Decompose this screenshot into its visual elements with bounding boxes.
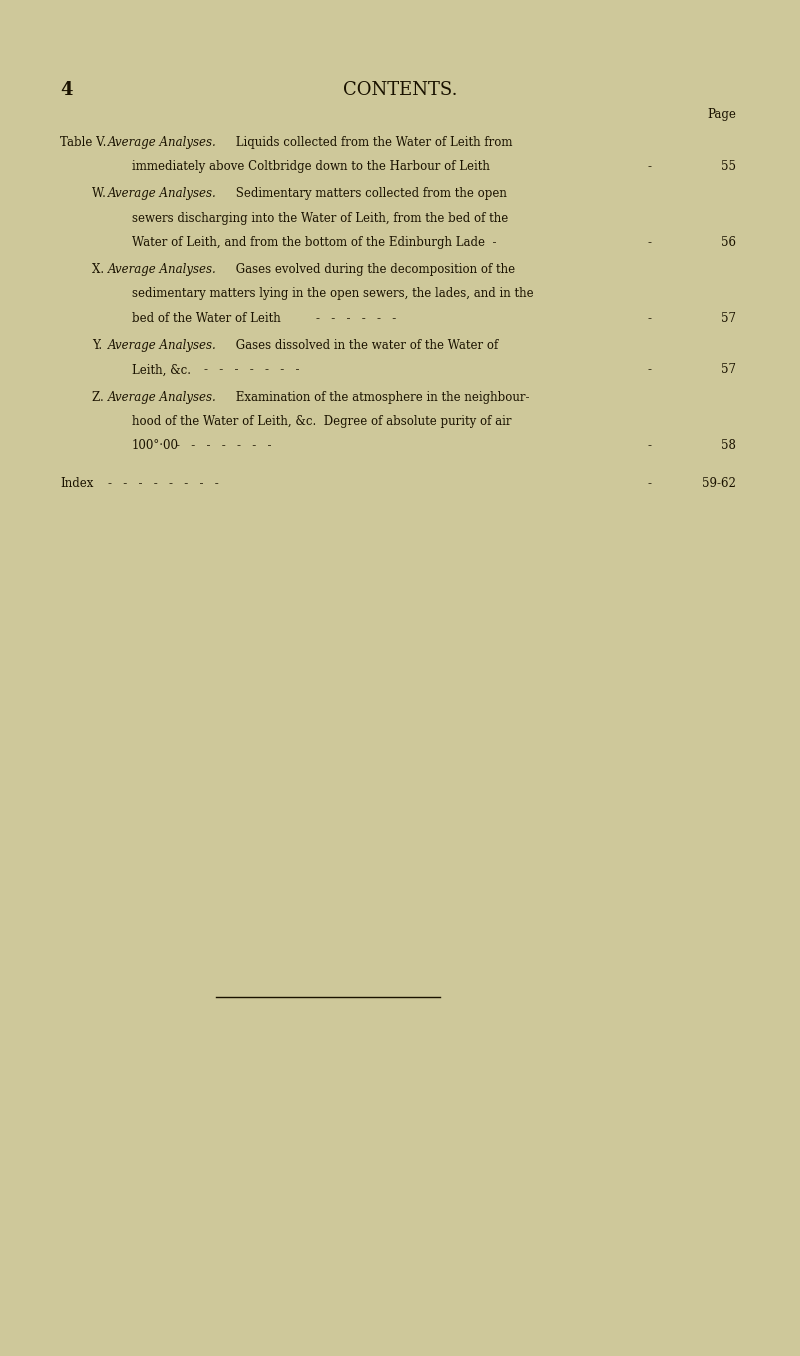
Text: Gases dissolved in the water of the Water of: Gases dissolved in the water of the Wate… [232, 339, 498, 353]
Text: 4: 4 [60, 81, 73, 99]
Text: Leith, &c.: Leith, &c. [132, 363, 191, 377]
Text: Average Analyses.: Average Analyses. [108, 391, 217, 404]
Text: Z.: Z. [92, 391, 107, 404]
Text: hood of the Water of Leith, &c.  Degree of absolute purity of air: hood of the Water of Leith, &c. Degree o… [132, 415, 511, 428]
Text: Average Analyses.: Average Analyses. [108, 136, 217, 149]
Text: -   -   -   -   -   -: - - - - - - [316, 312, 396, 325]
Text: -   -   -   -   -   -   -   -: - - - - - - - - [108, 477, 218, 491]
Text: Water of Leith, and from the bottom of the Edinburgh Lade  -: Water of Leith, and from the bottom of t… [132, 236, 497, 250]
Text: CONTENTS.: CONTENTS. [342, 81, 458, 99]
Text: 100°·00: 100°·00 [132, 439, 179, 453]
Text: -: - [648, 363, 652, 377]
Text: sewers discharging into the Water of Leith, from the bed of the: sewers discharging into the Water of Lei… [132, 212, 508, 225]
Text: 57: 57 [721, 363, 736, 377]
Text: bed of the Water of Leith: bed of the Water of Leith [132, 312, 281, 325]
Text: -: - [648, 477, 652, 491]
Text: Sedimentary matters collected from the open: Sedimentary matters collected from the o… [232, 187, 507, 201]
Text: 57: 57 [721, 312, 736, 325]
Text: Examination of the atmosphere in the neighbour-: Examination of the atmosphere in the nei… [232, 391, 530, 404]
Text: -: - [648, 160, 652, 174]
Text: X.: X. [92, 263, 108, 277]
Text: -: - [648, 236, 652, 250]
Text: -: - [648, 439, 652, 453]
Text: Average Analyses.: Average Analyses. [108, 263, 217, 277]
Text: sedimentary matters lying in the open sewers, the lades, and in the: sedimentary matters lying in the open se… [132, 287, 534, 301]
Text: W.: W. [92, 187, 110, 201]
Text: -   -   -   -   -   -   -: - - - - - - - [176, 439, 271, 453]
Text: Liquids collected from the Water of Leith from: Liquids collected from the Water of Leit… [232, 136, 513, 149]
Text: Y.: Y. [92, 339, 106, 353]
Text: Gases evolved during the decomposition of the: Gases evolved during the decomposition o… [232, 263, 515, 277]
Text: Page: Page [707, 108, 736, 122]
Text: Average Analyses.: Average Analyses. [108, 339, 217, 353]
Text: Table V.: Table V. [60, 136, 110, 149]
Text: immediately above Coltbridge down to the Harbour of Leith: immediately above Coltbridge down to the… [132, 160, 490, 174]
Text: 56: 56 [721, 236, 736, 250]
Text: -   -   -   -   -   -   -: - - - - - - - [204, 363, 299, 377]
Text: Index: Index [60, 477, 94, 491]
Text: 59-62: 59-62 [702, 477, 736, 491]
Text: 55: 55 [721, 160, 736, 174]
Text: 58: 58 [721, 439, 736, 453]
Text: -: - [648, 312, 652, 325]
Text: Average Analyses.: Average Analyses. [108, 187, 217, 201]
